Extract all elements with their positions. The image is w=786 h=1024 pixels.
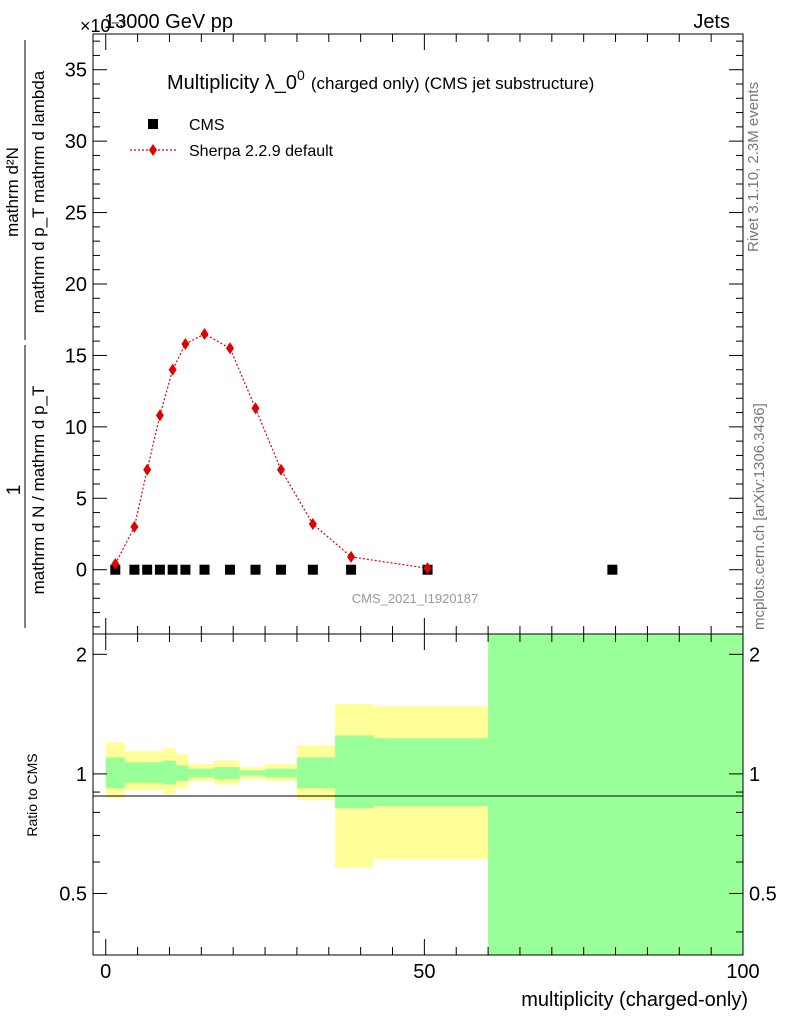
sherpa-point [423,562,432,575]
cms-point [129,564,140,575]
ratio-x-axis: 0 50 100 [100,634,760,983]
sherpa-point [155,409,164,422]
cms-series-points [110,564,618,575]
ratio-y-label: Ratio to CMS [24,753,40,836]
main-y-tick-label: 25 [65,203,87,225]
ratio-inner-band [214,767,240,780]
ratio-y-tick-label: 2 [76,644,87,666]
exponent-label: ×10⁻³ [80,16,126,36]
ratio-y-tick-label-right: 1 [749,764,760,786]
chart-title-main: Multiplicity λ_0 [167,72,297,94]
y-label-num: mathrm d²N [3,147,22,237]
sherpa-point [347,550,356,563]
cms-point [346,564,357,575]
ratio-inner-band [296,757,336,789]
energy-label: 13000 GeV pp [104,11,233,33]
ratio-y-axis: 0.5 0.5 1 1 2 2 [59,644,777,933]
cms-point [199,564,210,575]
cms-point [307,564,318,575]
legend-cms-label: CMS [189,117,225,134]
sherpa-point [143,463,152,476]
cms-point [607,564,618,575]
ratio-inner-band [163,760,176,785]
ratio-inner-band [105,757,125,789]
sherpa-point [226,342,235,355]
main-y-axis: 0 5 10 15 20 25 30 35 [65,40,743,628]
x-tick-label: 0 [100,961,111,983]
ratio-panel: 0.5 0.5 1 1 2 2 0 50 100 Ratio to CMS multiplic… [24,633,777,1011]
sherpa-point [251,402,260,415]
x-tick-label: 50 [413,961,435,983]
sherpa-line [114,333,428,569]
y-label-den: mathrm d p_T mathrm d lambda [29,70,48,313]
sherpa-point [276,463,285,476]
ratio-bands [105,634,743,955]
x-tick-label: 100 [726,961,759,983]
y-label-prefix-den: mathrm d N / mathrm d p_T [29,386,48,595]
sherpa-point [168,363,177,376]
ratio-inner-band [150,762,164,783]
cms-point [167,564,178,575]
main-y-tick-label: 10 [65,417,87,439]
ratio-inner-band [373,738,489,807]
chart-title-suffix: (charged only) (CMS jet substructure) [311,74,594,93]
cms-point [275,564,286,575]
sherpa-point [200,328,209,340]
sherpa-series-line [114,333,428,569]
ratio-inner-band [239,770,266,776]
ratio-y-tick-label-right: 0.5 [749,883,777,905]
chart-title: Multiplicity λ_00 (charged only) (CMS jet… [167,67,594,94]
sherpa-point [130,520,139,533]
sherpa-point [111,558,120,570]
cms-point [180,564,191,575]
legend-cms-marker [148,119,158,129]
sherpa-series-points [111,328,432,575]
ratio-y-tick-label: 1 [76,764,87,786]
legend-sherpa-label: Sherpa 2.2.9 default [189,143,334,160]
sherpa-point [181,338,190,350]
main-y-tick-label: 20 [65,274,87,296]
ratio-inner-band [124,762,151,783]
legend: CMS Sherpa 2.2.9 default [130,117,334,160]
main-y-tick-label: 35 [65,60,87,82]
cms-point [250,564,261,575]
main-x-ticks [105,34,744,634]
cms-point [154,564,165,575]
ratio-y-tick-label-right: 2 [749,644,760,666]
sherpa-point [308,518,317,530]
ratio-inner-band [175,765,189,781]
cms-point [225,564,236,575]
ratio-y-tick-label: 0.5 [59,883,87,905]
main-y-tick-label: 0 [76,560,87,582]
legend-sherpa-marker [149,144,157,156]
y-label-prefix-num: 1 [4,485,25,496]
x-axis-label: multiplicity (charged-only) [521,989,748,1011]
mcplots-label: mcplots.cern.ch [arXiv:1306.3436] [751,403,768,630]
category-label: Jets [693,11,730,33]
rivet-label: Rivet 3.1.10, 2.3M events [745,82,762,252]
main-y-tick-label: 30 [65,131,87,153]
main-y-label: 1 mathrm d N / mathrm d p_T mathrm d²N m… [3,40,48,628]
ratio-inner-band [188,768,215,778]
cms-point [142,564,153,575]
analysis-watermark: CMS_2021_I1920187 [352,591,479,606]
main-y-tick-label: 15 [65,345,87,367]
ratio-inner-band [488,634,743,955]
ratio-panel-frame [92,633,744,956]
ratio-inner-band [335,735,374,809]
ratio-inner-band [265,768,297,778]
main-y-tick-label: 5 [76,488,87,510]
chart-title-sup: 0 [297,67,305,83]
